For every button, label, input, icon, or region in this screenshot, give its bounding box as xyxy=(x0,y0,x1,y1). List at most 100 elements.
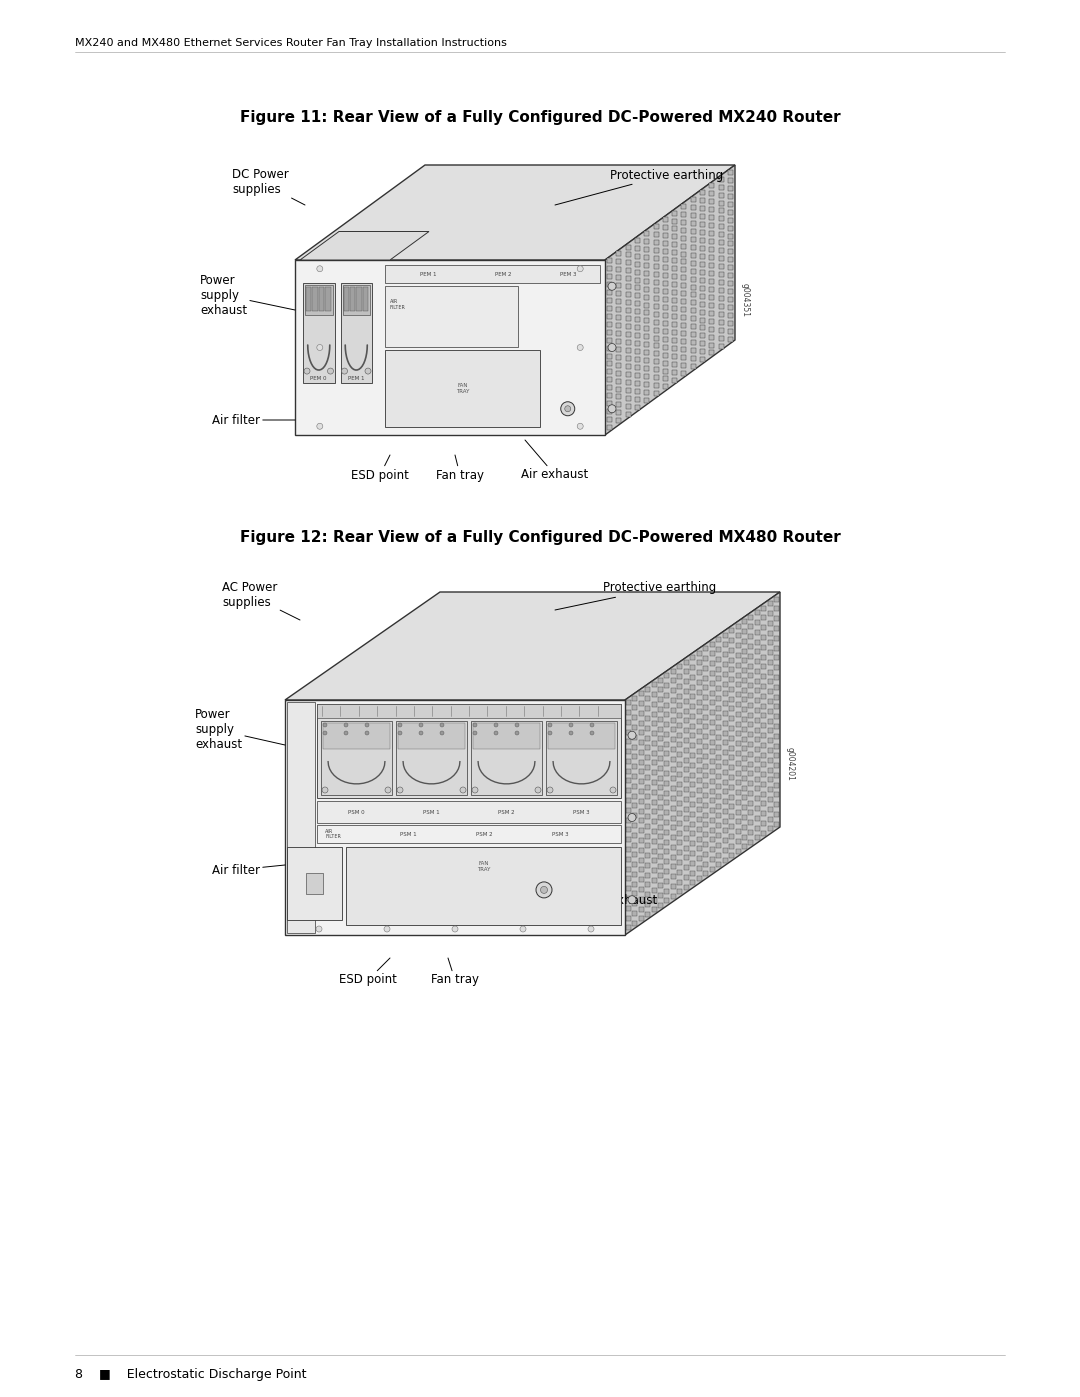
Bar xyxy=(755,698,760,703)
Circle shape xyxy=(399,731,402,735)
Bar xyxy=(625,339,631,345)
Bar xyxy=(700,237,705,243)
Bar xyxy=(710,651,715,657)
Bar xyxy=(697,719,702,724)
Bar xyxy=(700,261,705,267)
Bar xyxy=(677,752,683,757)
Bar xyxy=(690,685,696,690)
Bar xyxy=(735,810,741,814)
Bar xyxy=(664,888,670,894)
Bar xyxy=(691,244,696,250)
Bar xyxy=(768,689,773,694)
Bar xyxy=(672,338,677,342)
Bar xyxy=(663,384,667,390)
Bar xyxy=(625,404,631,408)
Bar xyxy=(728,186,733,191)
Bar xyxy=(774,636,780,641)
Bar xyxy=(653,320,659,324)
Bar xyxy=(625,807,631,813)
Bar xyxy=(691,309,696,313)
Circle shape xyxy=(316,265,323,272)
Bar xyxy=(703,705,708,710)
Circle shape xyxy=(569,731,573,735)
Bar xyxy=(697,788,702,792)
Bar xyxy=(651,877,657,883)
Bar xyxy=(658,814,663,820)
Bar xyxy=(663,321,667,326)
Bar xyxy=(755,767,760,771)
Bar xyxy=(710,788,715,793)
Bar xyxy=(632,696,637,701)
Circle shape xyxy=(365,724,369,726)
Bar xyxy=(710,191,714,197)
Bar xyxy=(617,307,621,312)
Bar xyxy=(761,685,767,689)
Bar xyxy=(632,735,637,740)
Bar xyxy=(671,728,676,732)
Bar xyxy=(303,284,335,383)
Bar xyxy=(735,682,741,687)
Bar xyxy=(658,834,663,840)
Bar xyxy=(607,314,612,319)
Bar xyxy=(617,251,621,256)
Bar xyxy=(658,756,663,761)
Bar xyxy=(716,813,721,819)
Bar xyxy=(761,733,767,738)
Bar xyxy=(664,673,670,678)
Bar xyxy=(658,805,663,810)
Bar xyxy=(681,363,687,367)
Circle shape xyxy=(627,813,636,821)
Bar xyxy=(716,686,721,692)
Circle shape xyxy=(608,405,616,412)
Bar xyxy=(742,844,747,849)
Circle shape xyxy=(577,345,583,351)
Bar xyxy=(697,700,702,704)
Bar xyxy=(653,367,659,373)
Circle shape xyxy=(345,724,348,726)
Bar xyxy=(681,260,687,264)
Circle shape xyxy=(397,787,403,793)
Bar xyxy=(645,873,650,877)
Bar xyxy=(748,752,754,757)
Bar xyxy=(312,286,318,312)
Bar xyxy=(625,788,631,793)
Bar xyxy=(710,224,714,228)
Bar xyxy=(677,773,683,777)
Bar xyxy=(632,872,637,877)
Bar xyxy=(755,835,760,841)
Bar xyxy=(755,816,760,821)
Bar xyxy=(768,640,773,645)
Bar xyxy=(742,629,747,634)
Bar xyxy=(664,791,670,796)
Bar xyxy=(346,847,621,925)
Bar xyxy=(735,849,741,854)
Bar xyxy=(625,324,631,330)
Bar xyxy=(625,827,631,833)
Bar xyxy=(671,806,676,810)
Bar xyxy=(645,687,650,692)
Bar xyxy=(653,256,659,261)
Bar xyxy=(684,728,689,733)
Text: Protective earthing: Protective earthing xyxy=(555,581,716,610)
Bar xyxy=(723,633,728,637)
Bar xyxy=(306,286,311,312)
Bar xyxy=(672,258,677,263)
Bar xyxy=(716,842,721,848)
Bar xyxy=(718,176,724,182)
Bar xyxy=(672,377,677,383)
Bar xyxy=(681,370,687,376)
Bar xyxy=(663,352,667,358)
Bar xyxy=(625,876,631,882)
Bar xyxy=(728,298,733,302)
Bar xyxy=(761,636,767,640)
Bar xyxy=(697,817,702,821)
Bar xyxy=(653,327,659,332)
Bar xyxy=(625,905,631,911)
Bar xyxy=(761,675,767,679)
Bar xyxy=(651,731,657,736)
Bar xyxy=(718,232,724,237)
Bar xyxy=(653,312,659,317)
Bar xyxy=(735,722,741,726)
Bar xyxy=(635,405,640,409)
Bar xyxy=(471,721,542,795)
